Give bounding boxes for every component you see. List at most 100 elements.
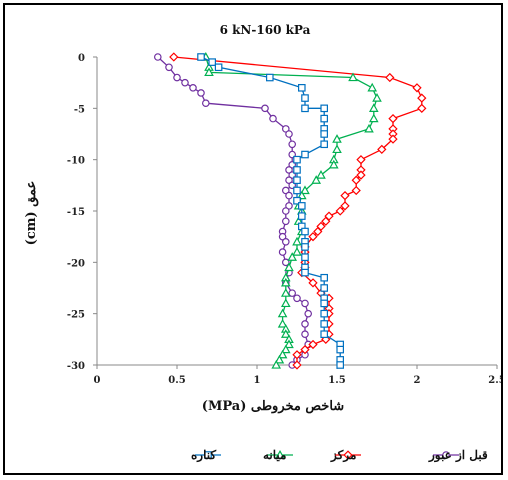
legend-item: قبل از عبور xyxy=(428,448,488,463)
legend-label: قبل از عبور xyxy=(428,448,488,463)
data-point xyxy=(320,284,329,292)
data-point xyxy=(417,103,427,113)
legend-swatch-marker xyxy=(204,451,212,459)
data-point xyxy=(292,360,302,370)
data-point xyxy=(335,206,345,216)
data-point xyxy=(356,155,366,165)
legend-label: میانه xyxy=(263,448,286,462)
data-point xyxy=(301,94,309,102)
data-point xyxy=(280,329,291,338)
y-tick-label: -30 xyxy=(67,361,85,372)
data-point xyxy=(214,63,223,72)
data-point xyxy=(278,248,287,256)
data-point xyxy=(356,170,366,180)
data-point xyxy=(320,330,329,339)
data-point xyxy=(293,186,301,195)
data-point xyxy=(285,191,293,200)
data-point xyxy=(269,114,277,123)
y-tick-label: -10 xyxy=(67,156,85,167)
data-point xyxy=(320,104,329,113)
plot-area: 0 0.5 1 1.5 2 2.5 0 -5 -10 -15 -20 -25 -30 xyxy=(67,53,506,386)
legend-swatch-marker xyxy=(343,450,353,460)
data-point xyxy=(293,196,301,205)
data-point xyxy=(271,359,282,369)
x-tick-label: 0.5 xyxy=(168,375,185,386)
data-point xyxy=(300,344,310,355)
data-point xyxy=(274,354,285,364)
data-point xyxy=(169,52,179,62)
series-line xyxy=(200,56,341,365)
data-point xyxy=(281,238,290,246)
y-axis-label: عمق (cm) xyxy=(24,181,39,246)
data-point xyxy=(368,113,379,123)
series-line xyxy=(157,56,309,366)
data-point xyxy=(320,273,329,282)
data-point xyxy=(204,67,214,77)
legend-item: کناره xyxy=(191,448,221,463)
data-point xyxy=(197,53,205,61)
legend-swatch-marker xyxy=(275,449,285,459)
data-point xyxy=(292,236,302,246)
x-tick-label: 1 xyxy=(254,375,261,386)
data-point xyxy=(351,185,361,196)
data-point xyxy=(385,72,395,83)
legend-item: مرکز xyxy=(330,448,361,463)
data-point xyxy=(372,93,382,102)
data-point xyxy=(320,130,329,138)
data-point xyxy=(197,89,205,97)
data-point xyxy=(293,294,301,303)
chart-frame: 6 kN-160 kPa 0 0.5 1 1.5 2 2.5 0 -5 -10 -15 -20 -25… xyxy=(3,3,506,475)
data-point xyxy=(280,344,291,354)
data-point xyxy=(202,99,210,108)
data-point xyxy=(293,155,301,164)
data-point xyxy=(298,212,306,220)
legend-item: میانه xyxy=(263,448,293,462)
data-point xyxy=(320,299,329,308)
data-point xyxy=(332,144,342,154)
data-point xyxy=(280,298,291,308)
data-point xyxy=(266,73,274,82)
data-point xyxy=(298,202,306,210)
data-point xyxy=(277,349,288,359)
data-point xyxy=(340,190,350,201)
data-point xyxy=(388,134,398,144)
x-tick-label: 2 xyxy=(414,375,421,386)
series-layer xyxy=(154,51,427,370)
data-point xyxy=(340,201,350,211)
series-circle xyxy=(154,53,313,369)
legend-label: مرکز xyxy=(330,448,356,463)
data-point xyxy=(284,262,294,272)
data-point xyxy=(284,339,294,349)
data-point xyxy=(288,140,297,149)
data-point xyxy=(277,318,288,328)
chart-title: 6 kN-160 kPa xyxy=(220,23,311,37)
data-point xyxy=(181,78,189,87)
data-point xyxy=(336,345,345,354)
data-point xyxy=(412,83,422,93)
data-point xyxy=(301,299,309,308)
data-point xyxy=(316,170,326,179)
x-tick-label: 0 xyxy=(94,375,101,386)
data-point xyxy=(301,253,309,262)
data-point xyxy=(280,277,291,287)
data-point xyxy=(308,339,318,350)
data-point xyxy=(301,243,309,251)
x-tick-label: 1.5 xyxy=(328,375,345,386)
data-point xyxy=(287,252,298,261)
data-point xyxy=(351,175,361,185)
data-point xyxy=(293,166,301,174)
data-point xyxy=(321,216,331,226)
data-point xyxy=(348,72,358,82)
y-tick-label: 0 xyxy=(78,53,85,64)
data-point xyxy=(277,308,288,318)
y-tick-label: -20 xyxy=(67,258,85,269)
data-point xyxy=(301,320,309,328)
data-point xyxy=(301,104,309,113)
data-point xyxy=(281,258,290,267)
data-point xyxy=(281,207,290,215)
series-square xyxy=(197,53,345,369)
data-point xyxy=(304,309,313,318)
data-point xyxy=(292,247,302,256)
data-point xyxy=(377,144,387,155)
data-point xyxy=(313,226,323,237)
